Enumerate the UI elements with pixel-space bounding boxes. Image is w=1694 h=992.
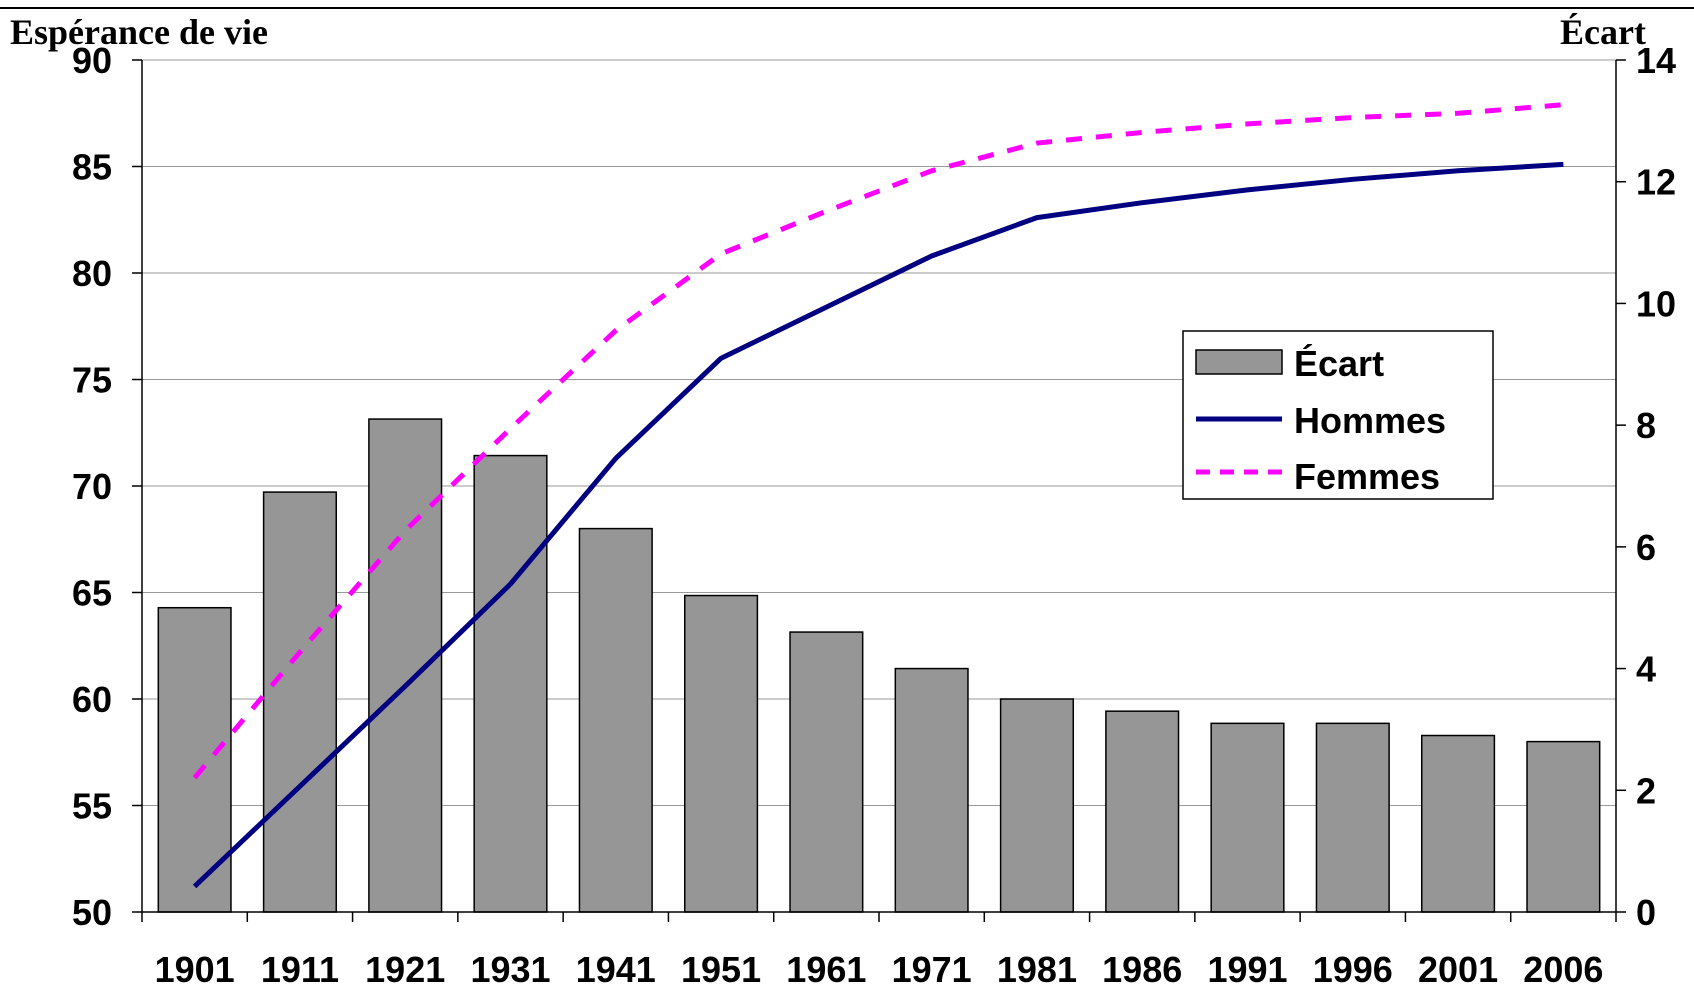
- y-axis-left-label: Espérance de vie: [10, 12, 268, 52]
- x-tick-label: 1991: [1207, 949, 1287, 987]
- y-right-tick-label: 4: [1636, 649, 1656, 690]
- line-femmes: [192, 102, 1564, 780]
- x-tick-label: 1981: [997, 949, 1077, 987]
- axes: 50 55 60 65 70 75 80 85 90 0 2 4 6 8 10 12 14 1901 1911 192…: [72, 40, 1676, 990]
- bar-ecart-1986: [1105, 710, 1180, 913]
- x-tick-label: 1951: [681, 949, 761, 987]
- bar-ecart-1941: [578, 527, 653, 913]
- line-series: [192, 102, 1564, 889]
- y-axis-right-label: Écart: [1560, 12, 1646, 52]
- x-tick-label: 1996: [1313, 949, 1393, 987]
- y-right-tick-label: 6: [1636, 527, 1656, 568]
- x-tick-label: 1921: [365, 949, 445, 987]
- bar-ecart-1911: [262, 491, 338, 913]
- x-tick-label: 1961: [786, 949, 866, 987]
- y-right-tick-label: 0: [1636, 892, 1656, 933]
- y-left-tick-label: 55: [72, 786, 112, 827]
- x-tick-label: 1941: [576, 949, 656, 987]
- x-tick-label: 2001: [1418, 949, 1498, 987]
- bar-ecart-1961: [789, 631, 864, 913]
- legend-swatch-ecart: [1195, 349, 1283, 375]
- y-left-tick-label: 90: [72, 40, 112, 81]
- legend-box: [1182, 330, 1494, 500]
- y-left-tick-label: 65: [72, 573, 112, 614]
- x-tick-label: 1986: [1102, 949, 1182, 987]
- y-right-tick-label: 8: [1636, 405, 1656, 446]
- bar-ecart-1901: [157, 606, 232, 913]
- x-tick-label: 1971: [892, 949, 972, 987]
- bar-ecart-1951: [683, 594, 759, 913]
- y-right-tick-label: 2: [1636, 770, 1656, 811]
- y-left-tick-label: 50: [72, 892, 112, 933]
- legend-label-femmes: Femmes: [1294, 456, 1440, 497]
- y-right-tick-label: 12: [1636, 162, 1676, 203]
- bar-ecart-1921: [368, 418, 443, 913]
- bar-ecart-1991: [1210, 722, 1285, 913]
- bar-ecart-1996: [1315, 722, 1390, 913]
- y-left-tick-label: 85: [72, 147, 112, 188]
- x-tick-label: 1911: [261, 949, 339, 987]
- y-right-tick-label: 14: [1636, 40, 1676, 81]
- y-left-tick-label: 70: [72, 466, 112, 507]
- x-tick-label: 1901: [155, 949, 235, 987]
- line-hommes: [192, 161, 1564, 889]
- legend: Écart Hommes Femmes: [1182, 330, 1494, 500]
- x-tick-label: 1931: [470, 949, 550, 987]
- y-left-tick-label: 80: [72, 253, 112, 294]
- y-left-tick-label: 75: [72, 360, 112, 401]
- bar-ecart-1971: [894, 667, 969, 913]
- legend-label-ecart: Écart: [1294, 343, 1384, 384]
- y-right-tick-label: 10: [1636, 283, 1676, 324]
- legend-label-hommes: Hommes: [1294, 400, 1446, 441]
- y-left-tick-label: 60: [72, 679, 112, 720]
- bar-ecart-1931: [473, 454, 548, 913]
- bar-series-ecart: [157, 418, 1601, 913]
- bar-ecart-1981: [999, 698, 1075, 913]
- x-tick-label: 2006: [1523, 949, 1603, 987]
- bar-ecart-2001: [1420, 734, 1496, 913]
- bar-ecart-2006: [1526, 740, 1601, 913]
